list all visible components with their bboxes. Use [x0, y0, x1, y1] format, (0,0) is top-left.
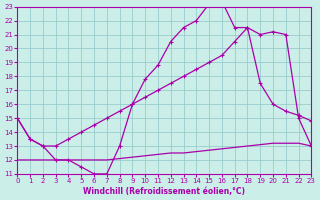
- X-axis label: Windchill (Refroidissement éolien,°C): Windchill (Refroidissement éolien,°C): [84, 187, 245, 196]
